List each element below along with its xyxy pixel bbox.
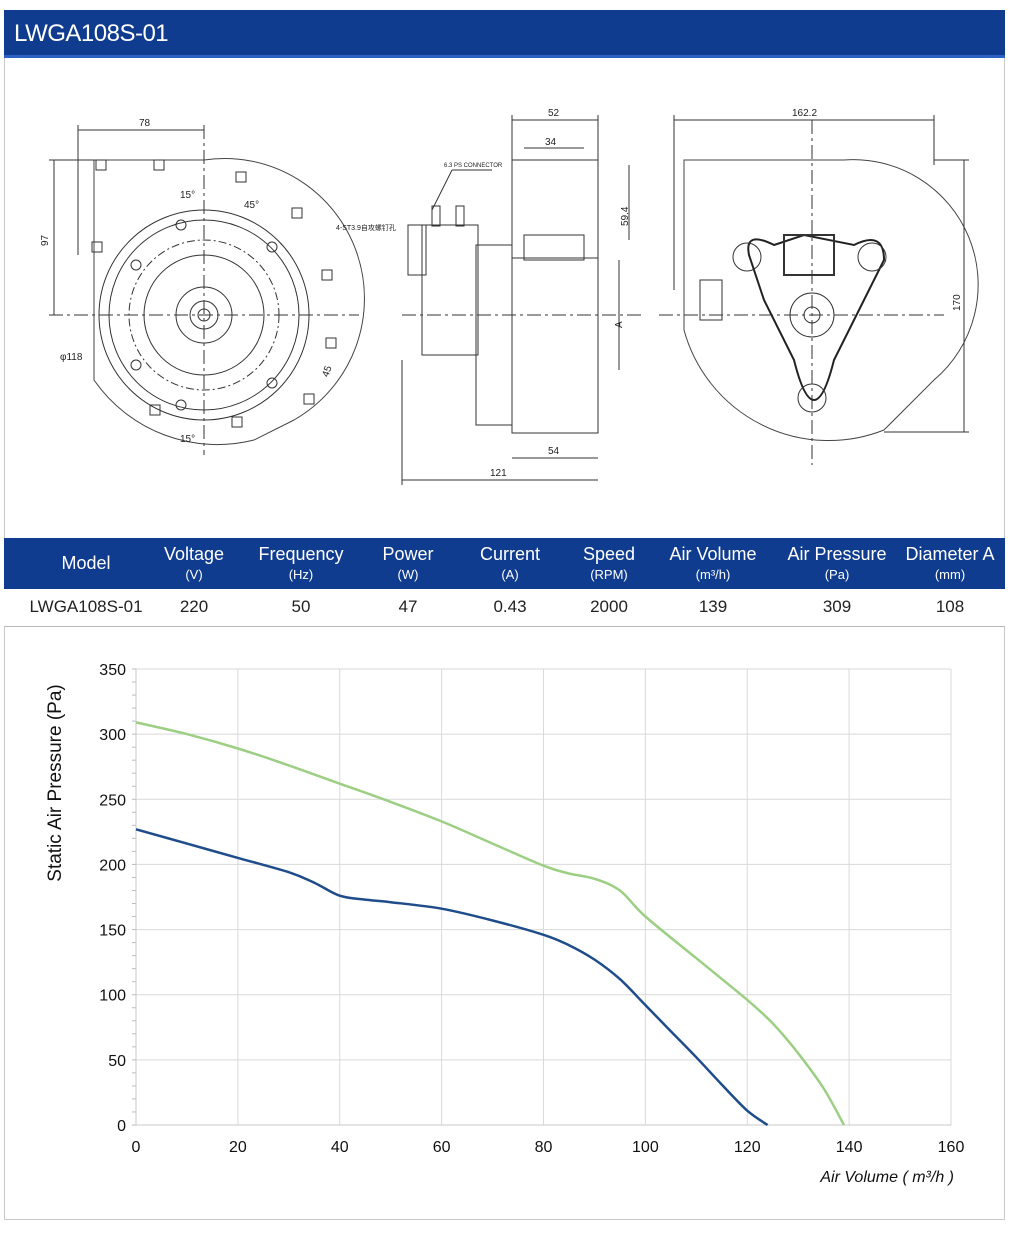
back-view-drawing (659, 115, 979, 465)
y-tick-label: 100 (99, 988, 126, 1005)
col-model: Model (61, 553, 111, 573)
chart-curves (135, 721, 846, 1127)
performance-chart: 0 20 40 60 80 100 120 140 160 0 50 100 150 200 250 300 3… (45, 662, 964, 1186)
cell-air-volume: 139 (698, 597, 728, 616)
x-tick-label: 40 (331, 1139, 349, 1156)
cell-current: 0.43 (493, 597, 527, 616)
title-bar: LWGA108S-01 (4, 10, 1005, 58)
dim-label: 121 (490, 468, 507, 479)
y-tick-label: 200 (99, 857, 126, 874)
side-view-drawing (401, 115, 644, 485)
dim-label: 54 (548, 446, 560, 457)
dim-label: 78 (139, 118, 151, 129)
chart-ticks: 0 20 40 60 80 100 120 140 160 0 50 100 150 200 250 300 3… (99, 662, 964, 1156)
chart-axes (132, 668, 951, 1126)
spec-table-header: Model Voltage (V) Frequency (Hz) Power (W) … (4, 538, 1005, 589)
x-tick-label: 100 (632, 1139, 659, 1156)
dim-label: 52 (548, 108, 560, 119)
y-tick-label: 250 (99, 792, 126, 809)
dim-label: A (614, 321, 625, 328)
front-view-drawing (49, 125, 365, 455)
cell-diameter: 108 (935, 597, 965, 616)
dim-label: 45 (320, 364, 334, 379)
col-air-pressure: Air Pressure (Pa) (787, 544, 887, 582)
cell-voltage: 220 (179, 597, 209, 616)
cell-speed: 2000 (590, 597, 628, 616)
y-tick-label: 300 (99, 727, 126, 744)
y-tick-label: 0 (117, 1118, 126, 1135)
dim-label: 170 (952, 294, 963, 311)
col-diameter: Diameter A (mm) (905, 544, 995, 582)
dim-label: 97 (40, 234, 51, 246)
x-tick-label: 60 (433, 1139, 451, 1156)
y-tick-label: 350 (99, 662, 126, 679)
dim-label: 6.3 PS CONNECTOR (444, 163, 503, 169)
col-speed: Speed (RPM) (582, 544, 636, 582)
y-axis-label: Static Air Pressure (Pa) (45, 684, 66, 881)
x-tick-label: 80 (535, 1139, 553, 1156)
col-power: Power (W) (382, 544, 434, 582)
x-tick-label: 120 (734, 1139, 761, 1156)
product-title: LWGA108S-01 (14, 20, 169, 47)
dim-label: 4-ST3.9自攻螺钉孔 (336, 223, 396, 232)
dim-label: 34 (545, 137, 557, 148)
technical-drawings: 78 97 15° 45° 4-ST3.9自攻螺钉孔 φ118 45 15° 5… (40, 108, 979, 485)
dim-label: 15° (180, 434, 195, 445)
spec-table-row: LWGA108S-01 220 50 47 0.43 2000 139 309 … (4, 589, 1005, 627)
col-voltage: Voltage (V) (163, 544, 225, 582)
dim-label: 15° (180, 190, 195, 201)
col-current: Current (A) (479, 544, 541, 582)
x-tick-label: 0 (132, 1139, 141, 1156)
cell-frequency: 50 (291, 597, 311, 616)
dim-label: 59.4 (620, 206, 631, 226)
dim-label: 45° (244, 200, 259, 211)
series-line-2 (135, 828, 769, 1127)
col-air-volume: Air Volume (m³/h) (669, 544, 757, 582)
x-tick-label: 140 (836, 1139, 863, 1156)
x-axis-label: Air Volume ( m³/h ) (819, 1169, 954, 1186)
cell-model: LWGA108S-01 (29, 597, 143, 616)
col-frequency: Frequency (Hz) (258, 544, 344, 582)
cell-air-pressure: 309 (822, 597, 852, 616)
dim-label: 162.2 (792, 108, 817, 119)
series-line-1 (135, 721, 846, 1126)
chart-grid (135, 668, 952, 1126)
y-tick-label: 50 (108, 1053, 126, 1070)
cell-power: 47 (398, 597, 418, 616)
y-tick-label: 150 (99, 923, 126, 940)
x-tick-label: 20 (229, 1139, 247, 1156)
x-tick-label: 160 (938, 1139, 965, 1156)
dim-label: φ118 (60, 352, 83, 363)
